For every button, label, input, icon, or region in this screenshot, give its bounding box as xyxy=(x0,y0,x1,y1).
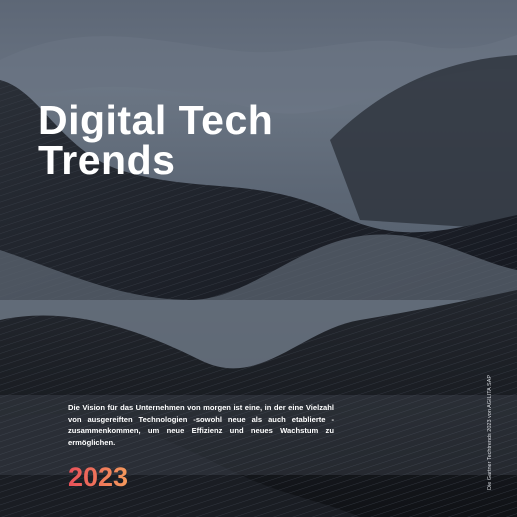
title-line: Trends xyxy=(38,137,176,183)
side-note: Die Gartner Techtrends 2023 von AGILITA … xyxy=(487,374,493,490)
body-text: Die Vision für das Unternehmen von morge… xyxy=(68,403,334,447)
title-line: Digital Tech xyxy=(38,97,274,143)
year: 2023 xyxy=(68,462,129,492)
title: Digital Tech Trends xyxy=(38,97,274,183)
